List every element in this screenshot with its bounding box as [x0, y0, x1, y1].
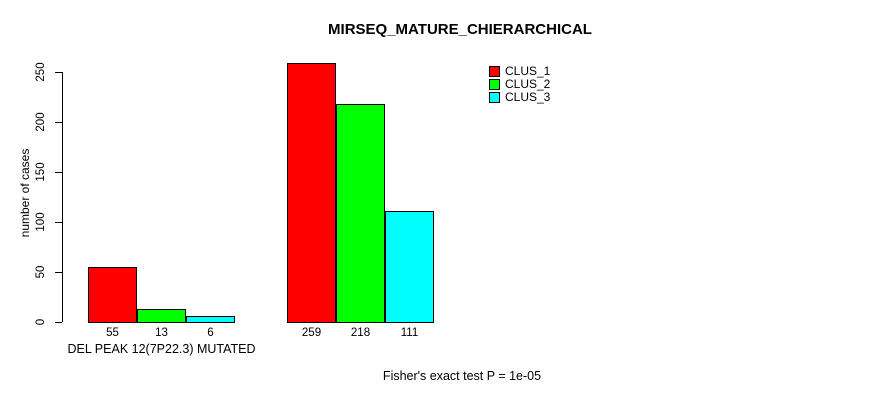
bar-value-label: 6 [207, 327, 214, 339]
legend-swatch-clus_2 [489, 79, 500, 90]
y-tick [55, 222, 62, 223]
bar-value-label: 13 [155, 327, 168, 339]
legend-label: CLUS_1 [505, 64, 551, 78]
legend-item: CLUS_3 [489, 91, 550, 104]
bar-value-label: 111 [400, 327, 419, 339]
y-axis-label: number of cases [18, 148, 32, 238]
bar-value-label: 55 [106, 327, 119, 339]
bar-clus_2-group-2 [336, 104, 385, 323]
y-tick-label: 50 [35, 265, 47, 279]
bar-clus_1-group-1 [88, 267, 137, 323]
y-tick-label: 100 [35, 212, 47, 232]
bar-clus_3-group-2 [385, 211, 434, 323]
legend-item: CLUS_1 [489, 65, 550, 78]
x-group-label: DEL PEAK 12(7P22.3) MUTATED [67, 342, 256, 356]
y-tick-label: 200 [35, 112, 47, 132]
legend-swatch-clus_3 [489, 92, 500, 103]
y-tick-label: 250 [35, 62, 47, 82]
legend-swatch-clus_1 [489, 66, 500, 77]
y-tick [55, 272, 62, 273]
bar-clus_1-group-2 [287, 63, 336, 323]
y-tick [55, 172, 62, 173]
y-tick [55, 122, 62, 123]
bar-clus_3-group-1 [186, 316, 235, 323]
legend-item: CLUS_2 [489, 78, 550, 91]
y-tick [55, 72, 62, 73]
legend-label: CLUS_2 [505, 77, 551, 91]
fisher-test-annotation: Fisher's exact test P = 1e-05 [382, 369, 542, 383]
bar-clus_2-group-1 [137, 309, 186, 323]
chart-title: MIRSEQ_MATURE_CHIERARCHICAL [328, 21, 592, 38]
bar-value-label: 218 [350, 327, 371, 339]
y-tick-label: 0 [35, 318, 47, 326]
y-axis-line [62, 72, 63, 322]
y-tick-label: 150 [35, 162, 47, 182]
bar-value-label: 259 [301, 327, 322, 339]
legend-label: CLUS_3 [505, 90, 551, 104]
y-tick [55, 322, 62, 323]
